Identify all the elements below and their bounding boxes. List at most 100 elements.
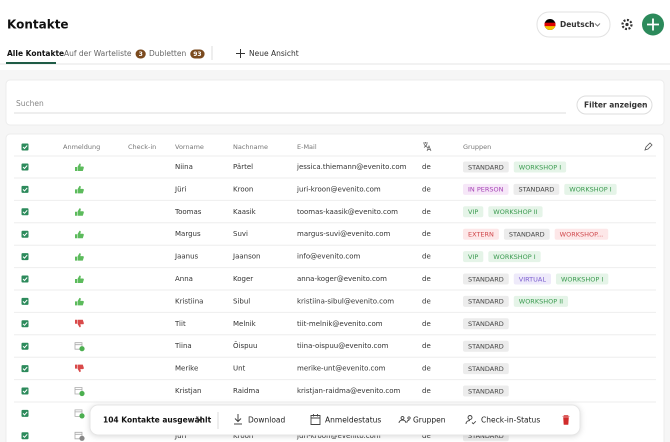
checkbox[interactable] [21, 185, 29, 193]
language-column-icon [423, 142, 432, 152]
edit-columns-button[interactable] [644, 142, 653, 151]
group-tag [513, 183, 560, 195]
last-name: Õispuu [233, 341, 257, 350]
group-tag [555, 273, 609, 285]
email: margus-suvi@evenito.com [297, 230, 390, 238]
registration-accepted-icon [75, 185, 84, 194]
group-tag [463, 363, 509, 375]
first-name: Merike [175, 365, 198, 373]
first-name: Kristjan [175, 387, 201, 395]
registration-accepted-icon [75, 275, 84, 283]
tab-count: 3 [139, 51, 143, 58]
language-select[interactable]: Deutsch [536, 11, 611, 38]
language: de [422, 163, 431, 171]
group-label: VIP [468, 208, 478, 216]
group-tag [463, 273, 509, 285]
registration-declined-icon [75, 319, 84, 328]
language: de [422, 185, 431, 193]
column-header: E-Mail [297, 143, 317, 151]
clear-selection[interactable] [196, 417, 203, 423]
checkbox[interactable] [21, 387, 29, 395]
group-label: WORKSHOP I [569, 186, 611, 194]
tab[interactable]: Alle Kontakte [7, 49, 64, 58]
add-button[interactable] [642, 13, 664, 36]
filter-button[interactable]: Filter anzeigen [576, 95, 653, 115]
first-name: Tiit [174, 320, 186, 328]
filter-label: Filter anzeigen [584, 101, 647, 110]
group-tag [463, 295, 509, 307]
page-title: Kontakte [7, 18, 69, 32]
status-badge [79, 346, 85, 352]
group-tag [463, 385, 509, 397]
checkbox[interactable] [21, 320, 29, 328]
status-badge [79, 390, 85, 397]
email: jessica.thiemann@evenito.com [296, 163, 407, 171]
group-label: IN PERSON [468, 186, 504, 194]
first-name: Jüri [174, 432, 186, 440]
email: kristjan-raidma@evenito.com [297, 387, 401, 395]
checkmark [22, 411, 28, 416]
last-name: Unt [233, 365, 246, 373]
group-label: STANDARD [468, 343, 504, 351]
checkbox[interactable] [21, 275, 29, 283]
group-tag [463, 183, 509, 195]
tab[interactable]: Dubletten 93 [149, 49, 205, 59]
group-label: STANDARD [468, 387, 504, 395]
checkbox[interactable] [21, 297, 29, 305]
last-name: Koger [233, 275, 253, 283]
language: de [422, 297, 431, 305]
checkbox[interactable] [21, 230, 29, 238]
last-name: Jaanson [232, 253, 260, 261]
checkin-icon [465, 415, 477, 425]
checkbox[interactable] [21, 432, 29, 440]
checkbox[interactable] [21, 163, 29, 171]
language: de [422, 365, 431, 373]
group-tag [503, 228, 550, 240]
checkmark [22, 187, 28, 192]
group-tag [463, 340, 509, 352]
checkbox[interactable] [21, 342, 29, 350]
last-name: Melnik [233, 320, 257, 328]
search-input[interactable]: Suchen [16, 99, 44, 108]
checkbox[interactable] [21, 253, 29, 261]
tab-label: Alle Kontakte [7, 49, 64, 58]
bar-action[interactable]: Check-in-Status [481, 416, 540, 425]
checkmark [22, 321, 28, 327]
status-badge [79, 413, 85, 419]
group-label: VIP [468, 253, 478, 261]
bar-action[interactable]: Anmeldestatus [325, 416, 381, 425]
search-card: Suchen Filter anzeigen [5, 79, 665, 126]
group-label: WORKSHOP I [561, 275, 603, 283]
group-label: STANDARD [509, 231, 545, 239]
groups-icon [398, 416, 411, 424]
bar-action[interactable]: Download [248, 416, 286, 425]
tab-badge [190, 49, 205, 59]
email: tiina-oispuu@evenito.com [297, 342, 389, 350]
checkbox[interactable] [21, 365, 29, 373]
bar-action[interactable]: Gruppen [413, 416, 446, 425]
tab-label: Auf der Warteliste [64, 49, 132, 58]
group-label: WORKSHOP... [560, 231, 604, 239]
group-label: STANDARD [468, 320, 504, 328]
email: kristiina-sibul@evenito.com [297, 297, 394, 305]
table-card [5, 133, 665, 442]
settings-button[interactable] [621, 18, 633, 31]
checkmark [22, 277, 28, 282]
registration-accepted-icon [75, 230, 84, 239]
group-label: STANDARD [468, 275, 504, 283]
checkbox[interactable] [21, 208, 29, 216]
group-label: WORKSHOP I [519, 163, 561, 171]
delete-button[interactable] [562, 415, 570, 425]
registration-accepted-icon [75, 208, 84, 216]
tab[interactable]: Auf der Warteliste 3 [64, 49, 146, 59]
checkbox[interactable] [21, 143, 29, 151]
new-view-button[interactable]: Neue Ansicht [236, 49, 299, 58]
group-label: VIRTUAL [519, 275, 547, 283]
first-name: Anna [175, 275, 193, 283]
last-name: Kroon [233, 185, 253, 193]
language-label: Deutsch [560, 20, 595, 29]
column-header: Vorname [175, 143, 204, 151]
column-header: Nachname [233, 143, 268, 151]
checkmark [22, 232, 28, 237]
checkbox[interactable] [21, 409, 29, 417]
